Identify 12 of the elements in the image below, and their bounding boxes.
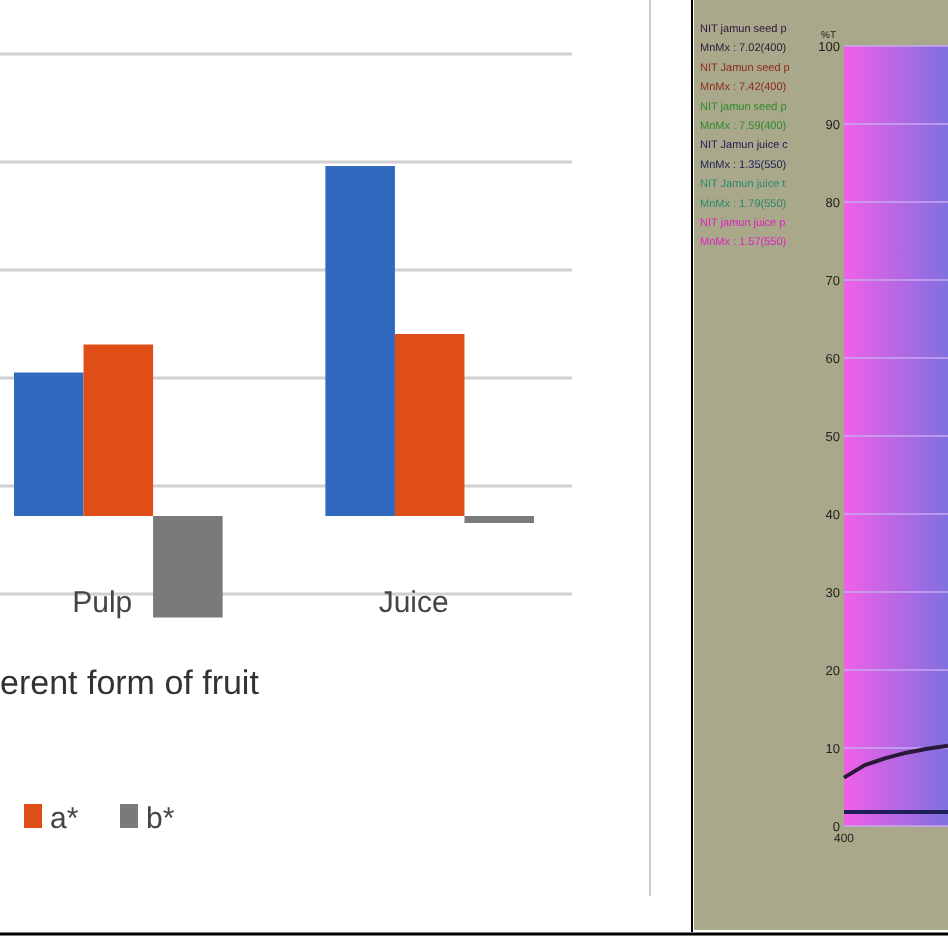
x-tick-label: Pulp	[72, 586, 133, 620]
bar	[394, 334, 465, 516]
legend-label: b*	[146, 802, 175, 836]
line-series	[842, 743, 948, 780]
bar	[464, 516, 534, 523]
bar	[153, 516, 223, 618]
legend-label: a*	[50, 802, 79, 836]
x-tick-label: Juice	[378, 586, 449, 620]
x-axis-title: erent form of fruit	[0, 664, 260, 702]
bar	[325, 166, 395, 516]
bar	[83, 344, 154, 516]
bar	[14, 372, 84, 516]
